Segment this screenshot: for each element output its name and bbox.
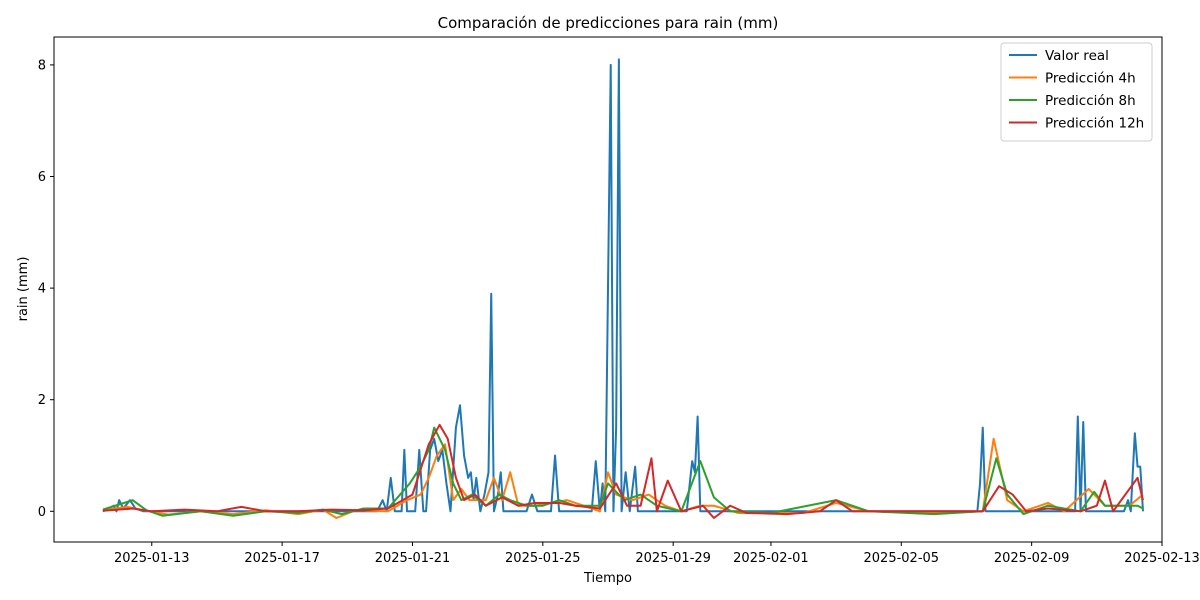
y-tick-label: 0 bbox=[38, 505, 46, 520]
legend-label-1: Valor real bbox=[1045, 48, 1109, 64]
x-tick-label: 2025-01-17 bbox=[244, 551, 320, 566]
plot-frame bbox=[53, 36, 1163, 543]
y-axis: 0 2 4 6 8 bbox=[38, 58, 54, 520]
x-tick-label: 2025-01-25 bbox=[505, 551, 581, 566]
x-tick-label: 2025-02-05 bbox=[864, 551, 940, 566]
x-tick-label: 2025-01-21 bbox=[375, 551, 451, 566]
legend-label-3: Predicción 8h bbox=[1045, 93, 1136, 109]
x-tick-label: 2025-01-13 bbox=[114, 551, 190, 566]
chart-title: Comparación de predicciones para rain (m… bbox=[438, 14, 779, 32]
legend-box bbox=[1000, 42, 1153, 142]
x-axis-label: Tiempo bbox=[583, 571, 632, 586]
plot-series-group bbox=[102, 58, 1144, 520]
y-axis-label: rain (mm) bbox=[16, 257, 31, 322]
x-tick-label: 2025-02-01 bbox=[733, 551, 809, 566]
x-tick-label: 2025-01-29 bbox=[635, 551, 711, 566]
legend-label-4: Predicción 12h bbox=[1045, 115, 1144, 131]
y-tick-label: 2 bbox=[38, 393, 46, 408]
x-tick-label: 2025-02-09 bbox=[994, 551, 1070, 566]
y-tick-label: 8 bbox=[38, 58, 46, 73]
y-tick-label: 6 bbox=[38, 170, 46, 185]
y-tick-label: 4 bbox=[38, 282, 46, 297]
series-line-4 bbox=[102, 423, 1144, 520]
x-tick-label: 2025-02-13 bbox=[1124, 551, 1200, 566]
legend: Valor real Predicción 4h Predicción 8h Pred… bbox=[1000, 42, 1153, 142]
legend-label-2: Predicción 4h bbox=[1045, 70, 1136, 86]
x-axis: 2025-01-13 2025-01-17 2025-01-21 2025-01-25… bbox=[114, 542, 1200, 566]
